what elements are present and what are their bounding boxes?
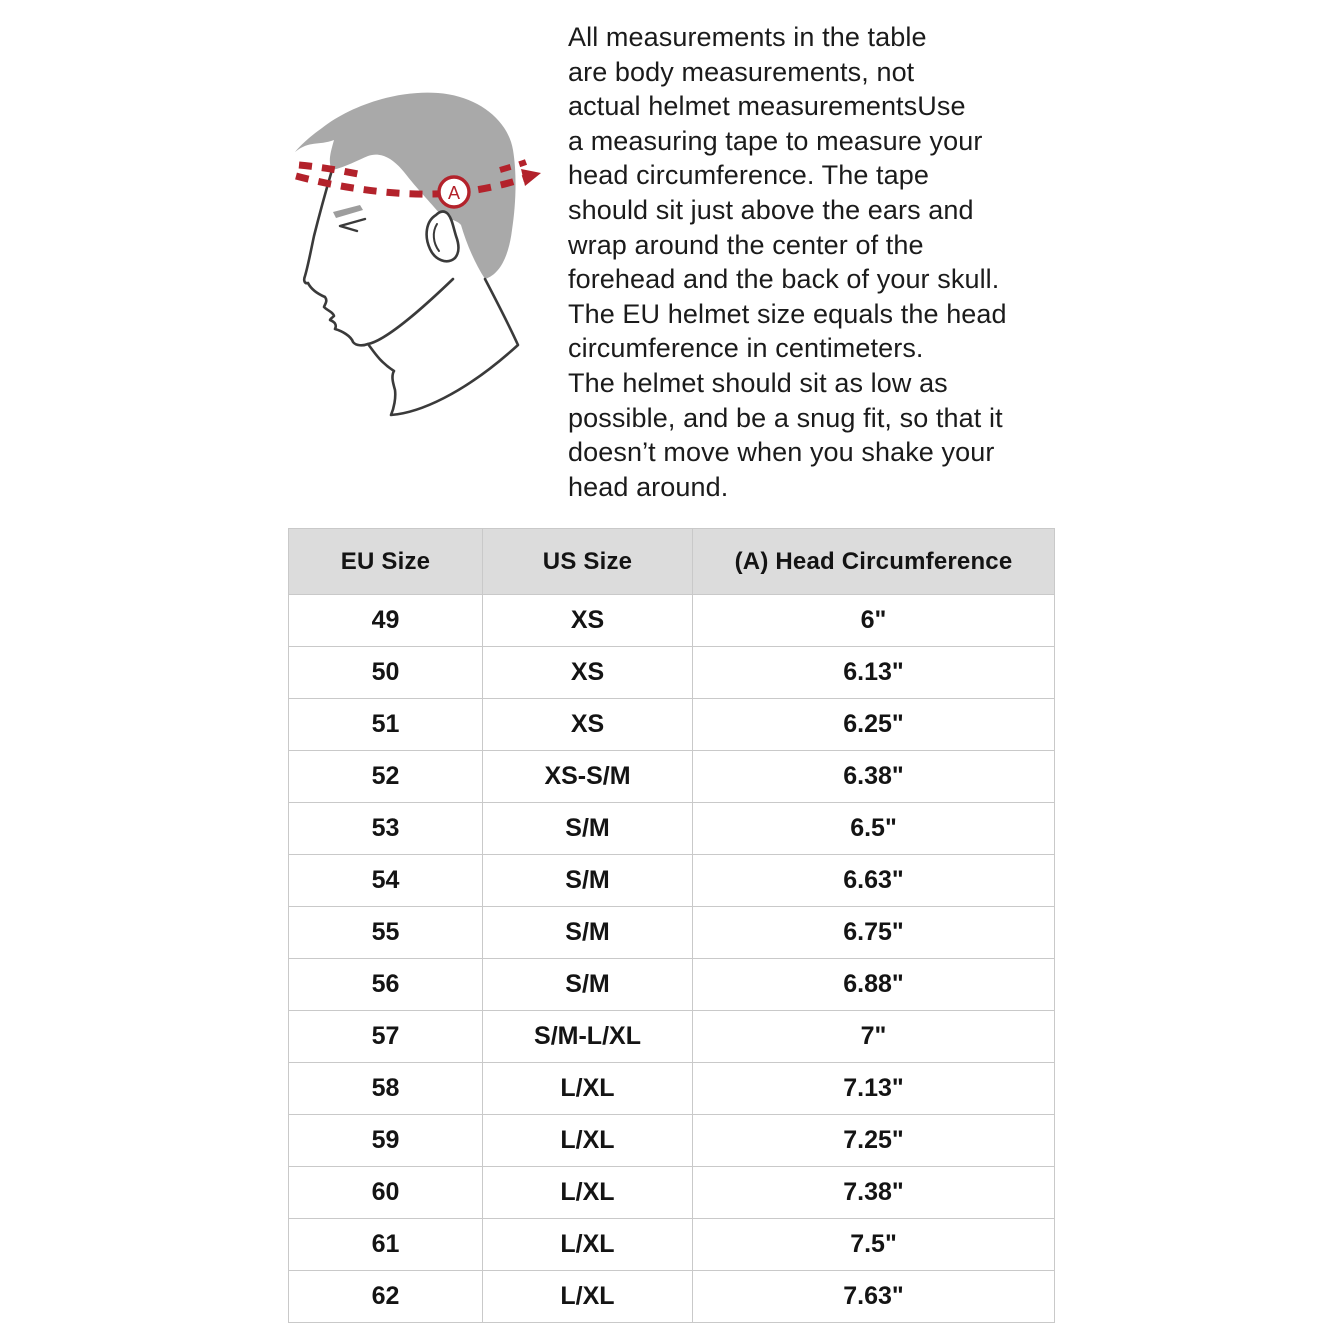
table-row: 57 S/M-L/XL 7"	[288, 1010, 1055, 1063]
head-circumference-cell: 7"	[692, 1010, 1055, 1063]
eu-size-cell: 57	[288, 1010, 483, 1063]
us-size-cell: XS-S/M	[482, 750, 693, 803]
head-circumference-cell: 6.5"	[692, 802, 1055, 855]
column-header-us-size: US Size	[482, 528, 693, 595]
table-row: 53 S/M 6.5"	[288, 802, 1055, 855]
measurement-marker-label: A	[448, 183, 460, 203]
head-circumference-cell: 7.5"	[692, 1218, 1055, 1271]
size-table-body: 49 XS 6" 50 XS 6.13" 51 XS 6.25" 52 XS-S/M 6.38" 53 S…	[288, 594, 1055, 1323]
us-size-cell: L/XL	[482, 1166, 693, 1219]
head-circumference-cell: 6.88"	[692, 958, 1055, 1011]
head-circumference-cell: 7.13"	[692, 1062, 1055, 1115]
eu-size-cell: 60	[288, 1166, 483, 1219]
neck-outline	[366, 277, 520, 417]
head-circumference-cell: 6.63"	[692, 854, 1055, 907]
table-row: 55 S/M 6.75"	[288, 906, 1055, 959]
us-size-cell: XS	[482, 698, 693, 751]
table-row: 56 S/M 6.88"	[288, 958, 1055, 1011]
us-size-cell: L/XL	[482, 1270, 693, 1323]
head-circumference-cell: 6.13"	[692, 646, 1055, 699]
eu-size-cell: 58	[288, 1062, 483, 1115]
face-outline	[302, 168, 455, 347]
table-row: 62 L/XL 7.63"	[288, 1270, 1055, 1323]
table-row: 52 XS-S/M 6.38"	[288, 750, 1055, 803]
table-row: 58 L/XL 7.13"	[288, 1062, 1055, 1115]
head-circumference-cell: 6.38"	[692, 750, 1055, 803]
us-size-cell: L/XL	[482, 1114, 693, 1167]
head-circumference-cell: 7.25"	[692, 1114, 1055, 1167]
eu-size-cell: 61	[288, 1218, 483, 1271]
eu-size-cell: 51	[288, 698, 483, 751]
table-row: 54 S/M 6.63"	[288, 854, 1055, 907]
size-table: EU Size US Size (A) Head Circumference 4…	[288, 528, 1055, 1323]
eyebrow-shape	[333, 205, 363, 218]
eu-size-cell: 54	[288, 854, 483, 907]
tape-upper-edge	[298, 161, 359, 178]
eu-size-cell: 49	[288, 594, 483, 647]
us-size-cell: L/XL	[482, 1218, 693, 1271]
column-header-eu-size: EU Size	[288, 528, 483, 595]
table-header-row: EU Size US Size (A) Head Circumference	[288, 528, 1055, 595]
eu-size-cell: 50	[288, 646, 483, 699]
hair-shape	[295, 92, 516, 279]
us-size-cell: S/M	[482, 958, 693, 1011]
us-size-cell: S/M	[482, 906, 693, 959]
head-circumference-cell: 7.38"	[692, 1166, 1055, 1219]
table-row: 49 XS 6"	[288, 594, 1055, 647]
table-row: 61 L/XL 7.5"	[288, 1218, 1055, 1271]
eu-size-cell: 52	[288, 750, 483, 803]
table-row: 50 XS 6.13"	[288, 646, 1055, 699]
head-circumference-cell: 6.75"	[692, 906, 1055, 959]
eu-size-cell: 59	[288, 1114, 483, 1167]
table-row: 59 L/XL 7.25"	[288, 1114, 1055, 1167]
us-size-cell: S/M-L/XL	[482, 1010, 693, 1063]
tape-arrow-icon	[521, 169, 541, 186]
head-profile-svg: A	[295, 92, 541, 417]
us-size-cell: S/M	[482, 854, 693, 907]
us-size-cell: L/XL	[482, 1062, 693, 1115]
us-size-cell: XS	[482, 646, 693, 699]
head-circumference-cell: 7.63"	[692, 1270, 1055, 1323]
eu-size-cell: 56	[288, 958, 483, 1011]
ear-inner-line	[432, 223, 440, 252]
ear-outline	[425, 210, 460, 263]
us-size-cell: XS	[482, 594, 693, 647]
head-measurement-illustration: A	[268, 68, 570, 460]
head-circumference-cell: 6"	[692, 594, 1055, 647]
us-size-cell: S/M	[482, 802, 693, 855]
table-row: 51 XS 6.25"	[288, 698, 1055, 751]
size-table-header: EU Size US Size (A) Head Circumference	[288, 528, 1055, 595]
head-circumference-cell: 6.25"	[692, 698, 1055, 751]
eu-size-cell: 62	[288, 1270, 483, 1323]
eu-size-cell: 55	[288, 906, 483, 959]
eye-line	[338, 217, 367, 233]
measurement-instructions-text: All measurements in the table are body m…	[568, 22, 1007, 502]
tape-upper-edge-right	[499, 159, 528, 173]
measurement-marker-circle	[437, 175, 471, 209]
eu-size-cell: 53	[288, 802, 483, 855]
column-header-head-circumference: (A) Head Circumference	[692, 528, 1055, 595]
table-row: 60 L/XL 7.38"	[288, 1166, 1055, 1219]
